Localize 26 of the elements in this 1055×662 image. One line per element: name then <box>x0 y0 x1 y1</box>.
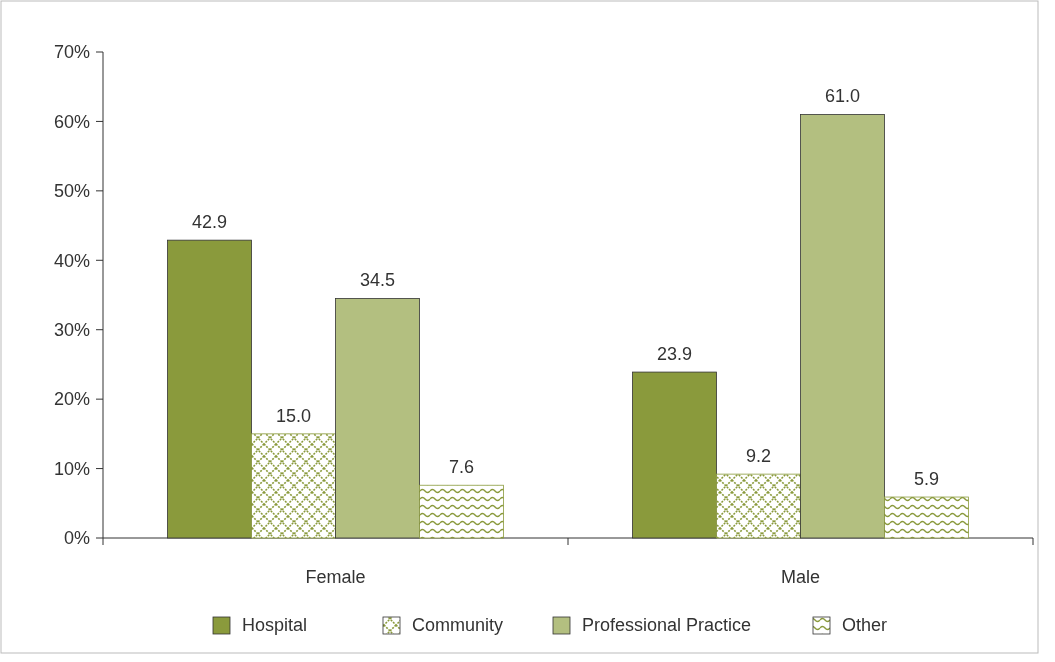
y-tick-label: 70% <box>53 42 90 63</box>
bar <box>884 496 969 539</box>
data-label: 23.9 <box>656 344 693 365</box>
legend-label: Professional Practice <box>582 615 752 636</box>
data-label: 5.9 <box>913 469 940 490</box>
y-tick-label: 40% <box>53 250 90 271</box>
data-label: 61.0 <box>824 86 861 107</box>
data-label: 42.9 <box>191 212 228 233</box>
y-tick-label: 10% <box>53 458 90 479</box>
legend-label: Hospital <box>242 615 308 636</box>
legend-label: Other <box>842 615 888 636</box>
y-tick-label: 60% <box>53 111 90 132</box>
data-label: 7.6 <box>448 457 475 478</box>
data-label: 9.2 <box>745 446 772 467</box>
data-label: 34.5 <box>359 270 396 291</box>
y-tick-label: 0% <box>63 528 90 549</box>
x-tick-label: Male <box>780 567 821 587</box>
y-tick-label: 30% <box>53 320 90 341</box>
bar <box>335 298 420 539</box>
legend-label: Community <box>412 615 504 636</box>
bar <box>419 484 504 539</box>
data-label: 15.0 <box>275 405 312 426</box>
y-tick-label: 20% <box>53 389 90 410</box>
x-tick-label: Female <box>305 567 366 587</box>
bar <box>800 114 885 539</box>
y-tick-label: 50% <box>53 181 90 202</box>
